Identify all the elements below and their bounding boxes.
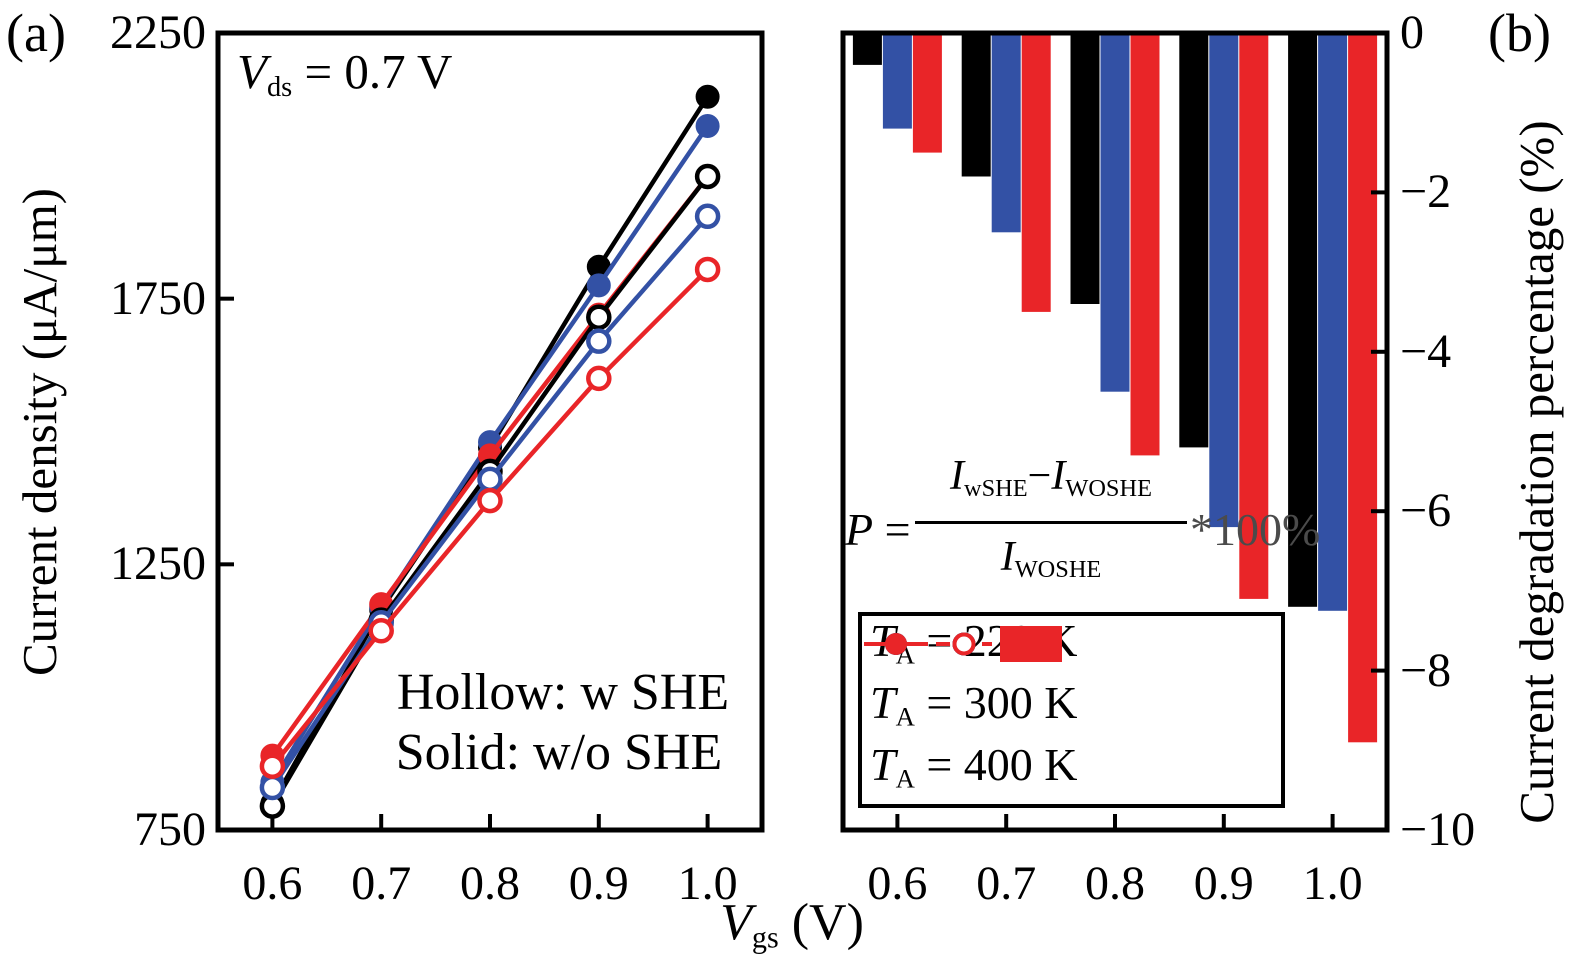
data-point-marker bbox=[586, 304, 612, 331]
data-point-marker bbox=[586, 328, 612, 354]
legend-label: TA = 300 K bbox=[870, 677, 1078, 732]
panel-a-ytick-label: 750 bbox=[134, 803, 206, 856]
x-axis-title: Vgs (V) bbox=[642, 894, 942, 966]
bar bbox=[1318, 35, 1348, 611]
bar bbox=[1288, 35, 1318, 607]
panel-a-xtick-label: 0.8 bbox=[460, 857, 520, 910]
x-axis-title-sub: gs bbox=[751, 920, 779, 955]
bar bbox=[1239, 35, 1269, 599]
panel-b-xtick-label: 0.6 bbox=[867, 857, 928, 910]
bar bbox=[1179, 35, 1209, 448]
formula-num-sub1: wSHE bbox=[964, 474, 1028, 502]
formula-fraction: IwSHE−IWOSHE IWOSHE bbox=[915, 451, 1187, 595]
panel-b-bar-series-0 bbox=[852, 35, 1318, 607]
legend-row-1: TA = 300 K bbox=[864, 626, 1281, 740]
data-point-marker bbox=[259, 753, 286, 779]
bar bbox=[1021, 35, 1051, 312]
data-point-marker bbox=[695, 84, 720, 109]
data-point-marker bbox=[368, 618, 394, 644]
panel-b-bar-series-2 bbox=[912, 35, 1378, 743]
formula-num-i1: I bbox=[950, 453, 965, 499]
panel-b-bar-series-1 bbox=[882, 35, 1348, 611]
bar bbox=[991, 35, 1021, 233]
panel-b-xtick-label: 0.7 bbox=[976, 857, 1037, 910]
bar bbox=[1100, 35, 1130, 392]
data-point-marker bbox=[695, 113, 720, 138]
vds-var: V bbox=[237, 44, 267, 99]
vds-annotation: Vds = 0.7 V bbox=[237, 44, 452, 116]
panel-a-y-axis-title: Current density (μA/μm) bbox=[12, 188, 67, 677]
panel-a-xtick-label: 0.7 bbox=[351, 857, 412, 910]
data-point-marker bbox=[694, 203, 721, 230]
panel-a-xtick-label: 0.6 bbox=[242, 857, 303, 910]
panel-a-xtick-label: 1.0 bbox=[677, 857, 738, 910]
panel-b-xtick-label: 0.9 bbox=[1193, 857, 1254, 910]
panel-b-ytick-label: −8 bbox=[1400, 643, 1452, 697]
note-hollow: Hollow: w SHE bbox=[396, 664, 730, 721]
vds-sub: ds bbox=[266, 71, 293, 103]
panel-a-letter: (a) bbox=[6, 3, 66, 63]
panel-a-ytick-label: 1250 bbox=[110, 537, 206, 591]
bar bbox=[1209, 35, 1239, 528]
legend-marker-icon bbox=[864, 626, 1062, 662]
panel-b-ytick-label: −4 bbox=[1400, 324, 1452, 378]
legend-label: TA = 400 K bbox=[870, 739, 1078, 794]
x-axis-title-rest: (V) bbox=[778, 894, 864, 951]
panel-a-series-5 bbox=[259, 256, 721, 779]
formula-lhs: P = bbox=[845, 502, 911, 558]
data-point-marker bbox=[586, 365, 612, 392]
panel-b-ytick-label: −10 bbox=[1400, 803, 1476, 856]
formula-suffix: *100% bbox=[1190, 504, 1321, 555]
panel-b-xtick-label: 0.8 bbox=[1085, 857, 1145, 910]
formula-equals: = bbox=[873, 504, 911, 555]
vds-rest: = 0.7 V bbox=[292, 44, 453, 99]
note-solid: Solid: w/o SHE bbox=[395, 724, 723, 781]
panel-b-ytick-label: −6 bbox=[1400, 484, 1452, 538]
bar bbox=[852, 35, 882, 65]
formula-denominator: IWOSHE bbox=[915, 524, 1187, 595]
legend-row-2: TA = 400 K bbox=[864, 626, 1281, 802]
formula-den-i: I bbox=[1000, 533, 1015, 580]
formula-num-i2: I bbox=[1051, 453, 1066, 499]
formula-minus: − bbox=[1027, 453, 1052, 499]
panel-b-xtick-label: 1.0 bbox=[1302, 857, 1363, 910]
bar bbox=[882, 35, 912, 129]
bar bbox=[912, 35, 942, 153]
bar bbox=[961, 35, 991, 177]
data-point-marker bbox=[694, 256, 721, 283]
legend: TA = 220 K TA = 300 K TA = 400 K bbox=[858, 612, 1285, 808]
panel-a-xtick-label: 0.9 bbox=[568, 857, 629, 910]
panel-b-letter: (b) bbox=[1488, 3, 1551, 63]
formula-numerator: IwSHE−IWOSHE bbox=[915, 451, 1187, 524]
panel-b-ytick-label: −2 bbox=[1400, 165, 1452, 219]
data-point-marker bbox=[259, 774, 286, 801]
formula-p: P bbox=[845, 504, 874, 555]
data-point-marker bbox=[477, 487, 503, 514]
data-point-marker bbox=[586, 273, 611, 298]
bar bbox=[1130, 35, 1160, 456]
data-point-marker bbox=[694, 163, 721, 190]
panel-a-ytick-label: 2250 bbox=[110, 6, 206, 59]
bar bbox=[1348, 35, 1378, 743]
panel-a-ytick-label: 1750 bbox=[110, 271, 206, 325]
formula-num-sub2: WOSHE bbox=[1065, 474, 1152, 502]
formula-den-sub: WOSHE bbox=[1014, 555, 1102, 583]
panel-b-ytick-label: 0 bbox=[1400, 6, 1424, 59]
data-point-marker bbox=[477, 466, 503, 493]
bar bbox=[1070, 35, 1100, 304]
x-axis-title-var: V bbox=[720, 894, 752, 951]
